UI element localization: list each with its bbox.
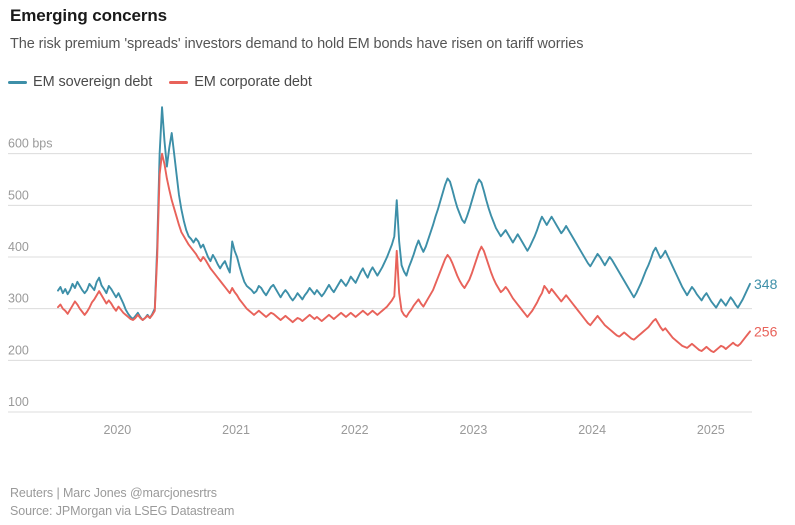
x-axis-tick-label: 2025 [697, 423, 725, 437]
series-lines [57, 106, 751, 354]
legend-swatch-sovereign [8, 80, 27, 84]
footer-source: Source: JPMorgan via LSEG Datastream [10, 504, 235, 518]
chart-plot-area: 100 200 300 400 500 600 bps 2020 2021 2022 2023 2… [0, 96, 795, 466]
y-axis-tick-label: 200 [8, 343, 29, 357]
series-end-labels: 348 256 [754, 276, 778, 340]
x-axis-tick-label: 2020 [103, 423, 131, 437]
x-axis-tick-label: 2022 [341, 423, 369, 437]
legend-item-corporate[interactable]: EM corporate debt [169, 74, 312, 90]
end-value-label-sovereign: 348 [754, 276, 778, 292]
chart-footer: Reuters | Marc Jones @marcjonesrtrs Sour… [10, 484, 234, 520]
x-axis-ticks: 2020 2021 2022 2023 2024 2025 [103, 423, 724, 437]
page-title: Emerging concerns [10, 6, 168, 25]
y-axis-tick-label: 600 bps [8, 137, 52, 151]
x-axis-tick-label: 2024 [578, 423, 606, 437]
legend-label-sovereign: EM sovereign debt [33, 74, 153, 90]
y-axis-tick-label: 400 [8, 240, 29, 254]
x-axis-tick-label: 2021 [222, 423, 250, 437]
gridlines [8, 153, 752, 413]
y-axis-tick-label: 500 [8, 188, 29, 202]
x-axis-tick-label: 2023 [460, 423, 488, 437]
legend-item-sovereign[interactable]: EM sovereign debt [8, 74, 152, 90]
y-axis-tick-label: 100 [8, 395, 29, 409]
y-axis-ticks: 100 200 300 400 500 600 bps [8, 137, 52, 409]
y-axis-tick-label: 300 [8, 292, 29, 306]
chart-legend: EM sovereign debt EM corporate debt [8, 74, 312, 90]
legend-label-corporate: EM corporate debt [194, 74, 312, 90]
chart-subtitle: The risk premium 'spreads' investors dem… [10, 36, 584, 52]
end-value-label-corporate: 256 [754, 323, 778, 339]
series-line-sovereign [57, 106, 751, 321]
series-line-corporate [57, 152, 751, 354]
legend-swatch-corporate [169, 80, 189, 84]
footer-credit: Reuters | Marc Jones @marcjonesrtrs [10, 486, 217, 500]
